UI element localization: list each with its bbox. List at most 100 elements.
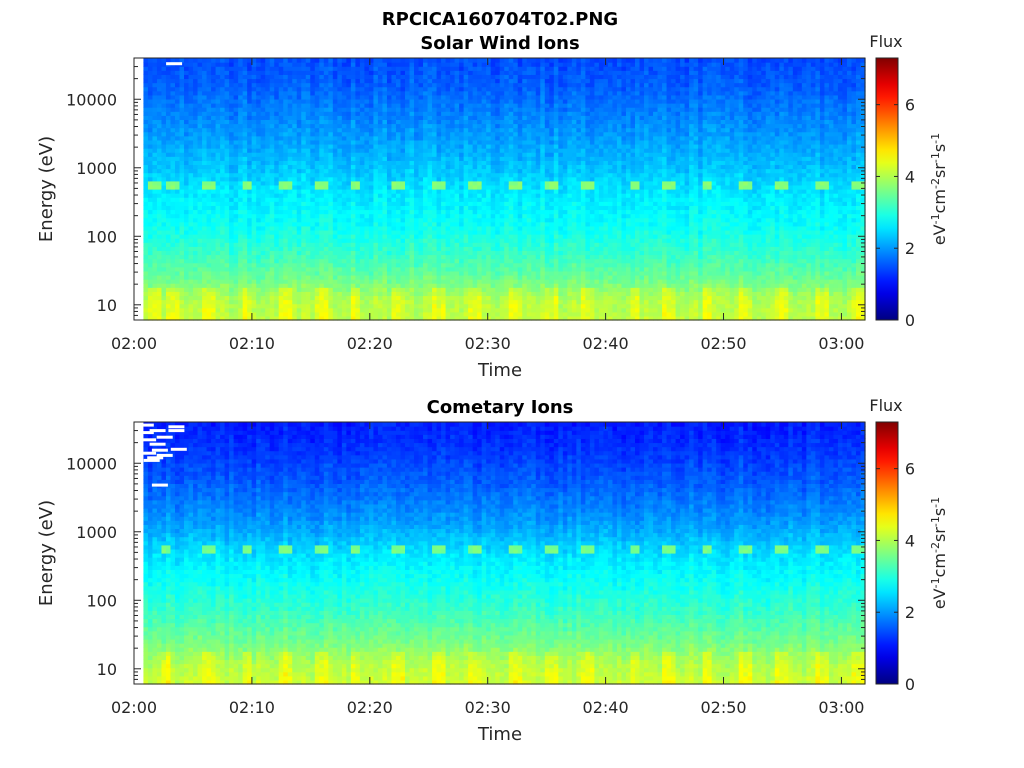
heatmap-cell (238, 103, 243, 108)
heatmap-cell (486, 205, 491, 210)
heatmap-cell (482, 304, 487, 309)
heatmap-cell (288, 177, 293, 182)
heatmap-cell (351, 267, 356, 272)
heatmap-cell (319, 304, 324, 309)
heatmap-cell (423, 275, 428, 280)
heatmap-cell (170, 295, 175, 300)
heatmap-cell (315, 66, 320, 71)
heatmap-cell (152, 300, 157, 305)
heatmap-cell (346, 66, 351, 71)
heatmap-cell (400, 58, 405, 63)
heatmap-cell (360, 78, 365, 83)
heatmap-cell (152, 279, 157, 284)
heatmap-cell (252, 169, 257, 174)
heatmap-cell (297, 291, 302, 296)
heatmap-cell (360, 205, 365, 210)
heatmap-cell (373, 103, 378, 108)
heatmap-cell (207, 287, 212, 292)
heatmap-cell (225, 308, 230, 313)
heatmap-cell (292, 185, 297, 190)
heatmap-cell (243, 259, 248, 264)
heatmap-cell (279, 291, 284, 296)
heatmap-cell (473, 201, 478, 206)
heatmap-cell (423, 111, 428, 116)
heatmap-cell (419, 119, 424, 124)
heatmap-cell (432, 259, 437, 264)
heatmap-cell (292, 230, 297, 235)
heatmap-cell (364, 246, 369, 251)
heatmap-cell (175, 300, 180, 305)
heatmap-cell (324, 250, 329, 255)
heatmap-cell (202, 259, 207, 264)
heatmap-cell (378, 173, 383, 178)
heatmap-cell (324, 205, 329, 210)
heatmap-cell (477, 124, 482, 129)
heatmap-cell (477, 300, 482, 305)
heatmap-cell (387, 279, 392, 284)
heatmap-cell (170, 124, 175, 129)
heatmap-cell (170, 201, 175, 206)
heatmap-cell (333, 189, 338, 194)
heatmap-cell (446, 148, 451, 153)
heatmap-cell (288, 115, 293, 120)
heatmap-cell (175, 201, 180, 206)
heatmap-cell (328, 185, 333, 190)
heatmap-cell (234, 267, 239, 272)
heatmap-cell (360, 119, 365, 124)
heatmap-cell (166, 185, 171, 190)
heatmap-cell (157, 87, 162, 92)
heatmap-cell (324, 312, 329, 317)
heatmap-cell (211, 156, 216, 161)
heatmap-cell (193, 185, 198, 190)
heatmap-cell (446, 214, 451, 219)
heatmap-cell (468, 287, 473, 292)
heatmap-cell (229, 103, 234, 108)
heatmap-cell (193, 78, 198, 83)
heatmap-cell (482, 275, 487, 280)
heatmap-cell (459, 214, 464, 219)
heatmap-cell (337, 132, 342, 137)
heatmap-cell (143, 214, 148, 219)
heatmap-cell (351, 271, 356, 276)
heatmap-cell (256, 107, 261, 112)
heatmap-cell (220, 275, 225, 280)
heatmap-cell (387, 201, 392, 206)
heatmap-cell (432, 58, 437, 63)
heatmap-cell (184, 128, 189, 133)
heatmap-cell (432, 230, 437, 235)
heatmap-cell (301, 169, 306, 174)
heatmap-cell (355, 214, 360, 219)
heatmap-cell (143, 283, 148, 288)
heatmap-cell (152, 62, 157, 67)
heatmap-cell (491, 197, 496, 202)
heatmap-cell (351, 222, 356, 227)
heatmap-cell (211, 164, 216, 169)
heatmap-cell (261, 95, 266, 100)
heatmap-cell (148, 181, 153, 186)
heatmap-cell (455, 291, 460, 296)
heatmap-cell (180, 304, 185, 309)
heatmap-cell (152, 87, 157, 92)
heatmap-cell (319, 279, 324, 284)
heatmap-cell (459, 283, 464, 288)
heatmap-cell (351, 111, 356, 116)
heatmap-cell (261, 144, 266, 149)
heatmap-cell (437, 209, 442, 214)
heatmap-cell (189, 83, 194, 88)
heatmap-cell (459, 177, 464, 182)
heatmap-cell (310, 62, 315, 67)
heatmap-cell (382, 70, 387, 75)
heatmap-cell (328, 148, 333, 153)
heatmap-cell (157, 152, 162, 157)
heatmap-cell (419, 83, 424, 88)
heatmap-cell (243, 271, 248, 276)
heatmap-cell (297, 214, 302, 219)
heatmap-cell (337, 58, 342, 63)
heatmap-cell (216, 291, 221, 296)
heatmap-cell (193, 111, 198, 116)
heatmap-cell (189, 189, 194, 194)
heatmap-cell (387, 140, 392, 145)
heatmap-cell (437, 193, 442, 198)
heatmap-cell (175, 185, 180, 190)
heatmap-cell (193, 124, 198, 129)
